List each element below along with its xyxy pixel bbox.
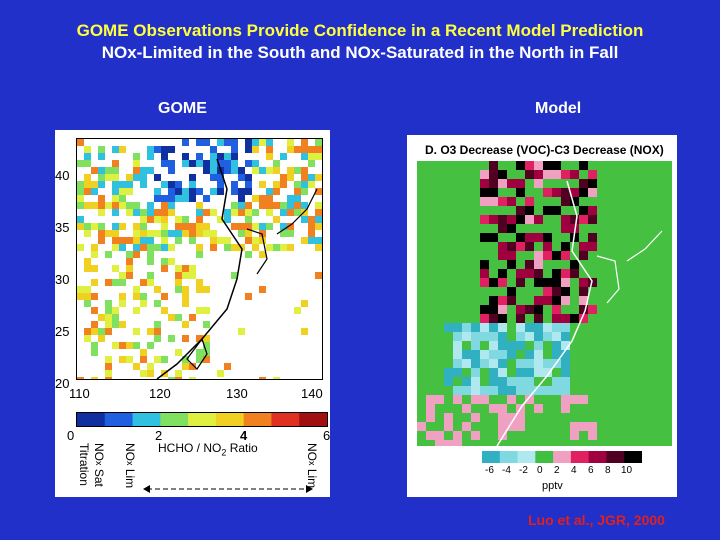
colorbar-swatch — [77, 413, 106, 426]
model-colorbar-swatch — [535, 451, 554, 463]
regime-nox-sub: x — [94, 461, 104, 466]
lon-tick: 130 — [226, 386, 248, 401]
model-tick: 10 — [621, 465, 633, 476]
regime-mid-lim: Lim — [123, 465, 137, 489]
ratio-label-sub: 2 — [221, 447, 227, 458]
model-colorbar-swatch — [553, 451, 572, 463]
regime-mid-sub: x — [125, 461, 135, 466]
lat-tick: 40 — [55, 168, 70, 183]
lon-tick: 120 — [149, 386, 171, 401]
regime-nox-sat-line: NOx Sat — [92, 443, 106, 487]
ratio-label-suffix: Ratio — [226, 441, 258, 455]
colorbar-tick: 0 — [67, 428, 75, 443]
lat-tick: 35 — [55, 220, 70, 235]
model-tick: -4 — [502, 465, 511, 476]
colorbar-swatch — [188, 413, 217, 426]
regime-titration-text: Titration — [77, 443, 91, 486]
model-colorbar-swatch — [624, 451, 642, 463]
colorbar-swatch — [104, 413, 134, 426]
regime-nox-sat: Titration — [77, 443, 91, 486]
colorbar-tick: 6 — [323, 428, 331, 443]
lat-tick: 25 — [55, 324, 70, 339]
regime-sat-text: Sat — [92, 465, 106, 487]
ratio-label: HCHO / NO2 Ratio — [158, 441, 258, 457]
lon-tick: 140 — [301, 386, 323, 401]
model-colorbar-ticks: -6 -4 -2 0 2 4 6 8 10 — [482, 465, 642, 479]
model-label: Model — [535, 100, 582, 117]
model-tick: 0 — [537, 465, 543, 476]
colorbar-swatch — [132, 413, 161, 426]
lat-tick: 30 — [55, 272, 70, 287]
regime-arrow — [143, 485, 313, 493]
regime-nox-lim-right: NOx Lim — [305, 443, 319, 488]
model-tick: 4 — [571, 465, 577, 476]
colorbar-tick: 4 — [240, 428, 248, 443]
model-tick: 2 — [554, 465, 560, 476]
model-panel: D. O3 Decrease (VOC)-C3 Decrease (NOX) -… — [407, 135, 677, 497]
colorbar-swatch — [160, 413, 189, 426]
title-line-2: NOx-Limited in the South and NOx-Saturat… — [101, 43, 619, 62]
regime-nox-text: NO — [92, 443, 106, 461]
model-tick: 8 — [605, 465, 611, 476]
regime-right-sub: x — [307, 461, 317, 466]
gome-map-image — [77, 139, 322, 379]
ratio-label-text: HCHO / NO — [158, 441, 222, 455]
model-colorbar — [482, 451, 642, 463]
model-colorbar-swatch — [570, 451, 590, 463]
colorbar-swatch — [299, 413, 327, 426]
model-map-title: D. O3 Decrease (VOC)-C3 Decrease (NOX) — [425, 143, 664, 157]
citation: Luo et al., JGR, 2000 — [528, 512, 665, 528]
title-line-1: GOME Observations Provide Confidence in … — [76, 21, 644, 40]
colorbar-swatch — [271, 413, 300, 426]
model-colorbar-swatch — [499, 451, 519, 463]
model-tick: -2 — [519, 465, 528, 476]
gome-map — [76, 138, 323, 380]
model-colorbar-swatch — [482, 451, 501, 463]
colorbar-tick: 2 — [155, 428, 163, 443]
gome-label: GOME — [158, 100, 207, 117]
model-colorbar-swatch — [588, 451, 607, 463]
lat-tick: 20 — [55, 376, 70, 391]
gome-panel: 40 35 30 25 20 110 120 130 140 0 2 4 6 H… — [55, 130, 330, 497]
lon-tick: 110 — [69, 386, 90, 401]
regime-nox-lim-mid: NOx Lim — [123, 443, 137, 488]
model-colorbar-swatch — [606, 451, 625, 463]
model-colorbar-swatch — [517, 451, 536, 463]
model-unit: pptv — [542, 480, 563, 492]
model-map-image — [417, 161, 663, 446]
model-map — [417, 161, 672, 446]
colorbar-swatch — [215, 413, 245, 426]
regime-right-lim: Lim — [305, 465, 319, 489]
gome-colorbar — [76, 412, 328, 427]
regime-mid-nox: NO — [123, 443, 137, 461]
colorbar-swatch — [243, 413, 272, 426]
model-tick: 6 — [588, 465, 594, 476]
regime-right-nox: NO — [305, 443, 319, 461]
model-tick: -6 — [485, 465, 494, 476]
